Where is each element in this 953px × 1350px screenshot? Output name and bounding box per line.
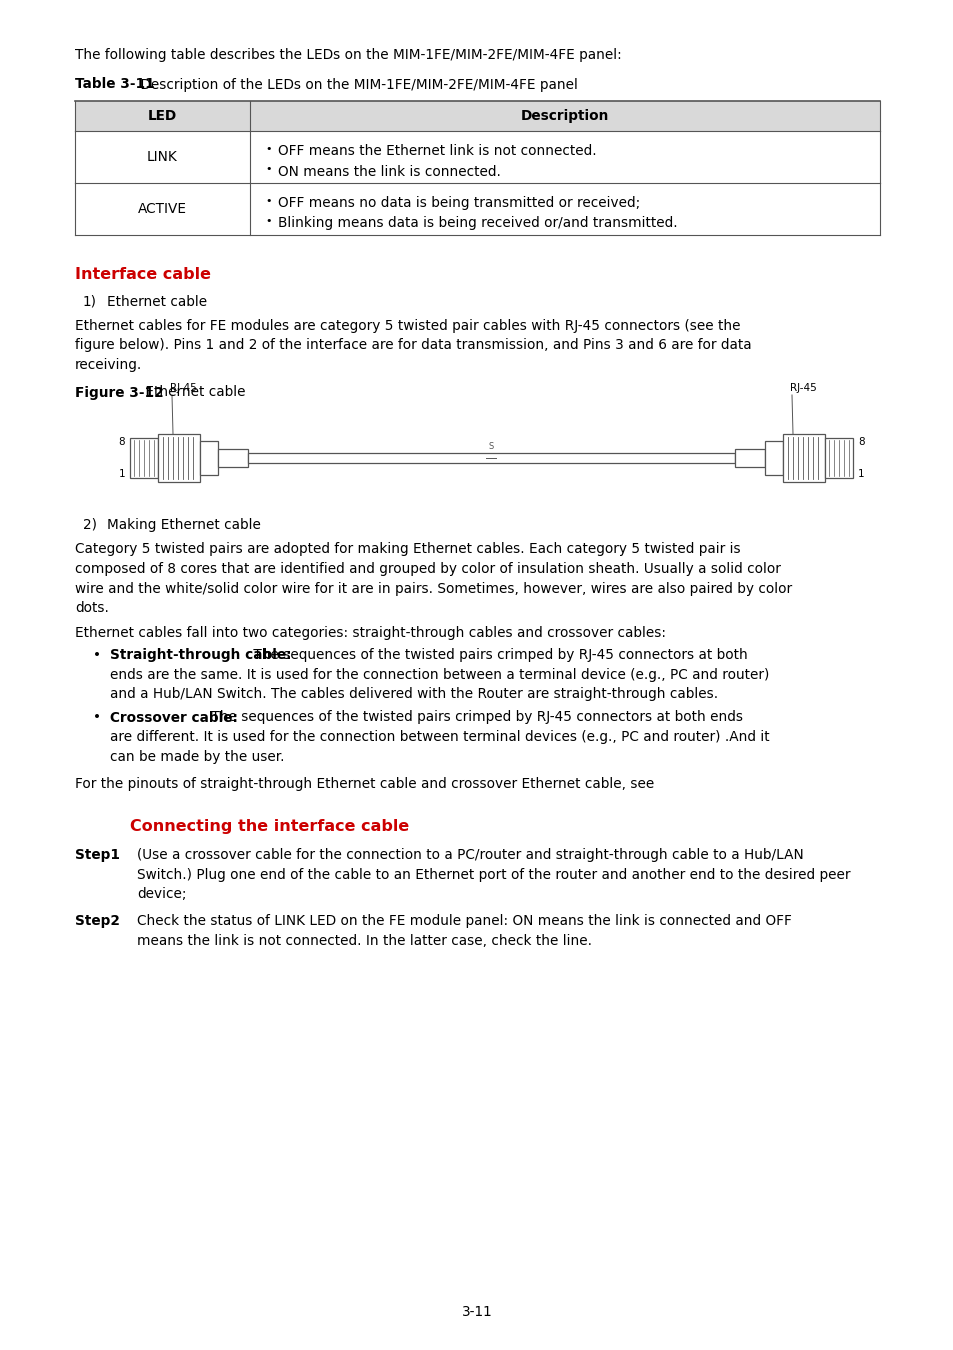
Text: Blinking means data is being received or/and transmitted.: Blinking means data is being received or…: [277, 216, 677, 231]
Text: Category 5 twisted pairs are adopted for making Ethernet cables. Each category 5: Category 5 twisted pairs are adopted for…: [75, 543, 740, 556]
Bar: [248, 454, 734, 463]
Text: are different. It is used for the connection between terminal devices (e.g., PC : are different. It is used for the connec…: [110, 730, 769, 744]
Text: ends are the same. It is used for the connection between a terminal device (e.g.: ends are the same. It is used for the co…: [110, 667, 768, 682]
Text: OFF means no data is being transmitted or received;: OFF means no data is being transmitted o…: [277, 196, 639, 211]
Text: 8: 8: [118, 437, 125, 447]
Bar: [782, 433, 824, 482]
Text: The sequences of the twisted pairs crimped by RJ-45 connectors at both ends: The sequences of the twisted pairs crimp…: [207, 710, 742, 725]
Text: The following table describes the LEDs on the MIM-1FE/MIM-2FE/MIM-4FE panel:: The following table describes the LEDs o…: [75, 49, 621, 62]
Text: OFF means the Ethernet link is not connected.: OFF means the Ethernet link is not conne…: [277, 144, 596, 158]
Text: Ethernet cables for FE modules are category 5 twisted pair cables with RJ-45 con: Ethernet cables for FE modules are categ…: [75, 319, 740, 333]
Bar: [75, 101, 879, 131]
Text: Check the status of LINK LED on the FE module panel: ON means the link is connec: Check the status of LINK LED on the FE m…: [137, 914, 791, 929]
Text: Interface cable: Interface cable: [75, 267, 211, 282]
Text: RJ-45: RJ-45: [170, 383, 196, 393]
Text: 1: 1: [857, 468, 863, 479]
Text: can be made by the user.: can be made by the user.: [110, 749, 284, 764]
Text: S: S: [488, 441, 494, 451]
Text: Making Ethernet cable: Making Ethernet cable: [107, 518, 260, 532]
Bar: [218, 450, 248, 467]
Bar: [130, 437, 158, 478]
Text: For the pinouts of straight-through Ethernet cable and crossover Ethernet cable,: For the pinouts of straight-through Ethe…: [75, 778, 654, 791]
Text: figure below). Pins 1 and 2 of the interface are for data transmission, and Pins: figure below). Pins 1 and 2 of the inter…: [75, 339, 751, 352]
Text: Ethernet cables fall into two categories: straight-through cables and crossover : Ethernet cables fall into two categories…: [75, 626, 665, 640]
Text: •: •: [265, 165, 272, 174]
Text: and a Hub/LAN Switch. The cables delivered with the Router are straight-through : and a Hub/LAN Switch. The cables deliver…: [110, 687, 718, 701]
Text: Connecting the interface cable: Connecting the interface cable: [130, 818, 409, 833]
Text: Crossover cable:: Crossover cable:: [110, 710, 237, 725]
Text: wire and the white/solid color wire for it are in pairs. Sometimes, however, wir: wire and the white/solid color wire for …: [75, 582, 791, 595]
Text: dots.: dots.: [75, 601, 109, 616]
Text: •: •: [265, 216, 272, 227]
Text: LINK: LINK: [147, 150, 177, 163]
Text: LED: LED: [148, 109, 177, 123]
Text: device;: device;: [137, 887, 186, 900]
Text: 1: 1: [118, 468, 125, 479]
Text: Description of the LEDs on the MIM-1FE/MIM-2FE/MIM-4FE panel: Description of the LEDs on the MIM-1FE/M…: [136, 77, 578, 92]
Text: RJ-45: RJ-45: [789, 383, 816, 393]
Text: ACTIVE: ACTIVE: [138, 202, 187, 216]
Text: 1): 1): [83, 294, 97, 309]
Text: Ethernet cable: Ethernet cable: [141, 386, 245, 400]
Text: 2): 2): [83, 518, 97, 532]
Bar: [200, 441, 218, 475]
Text: 8: 8: [857, 437, 863, 447]
Bar: [764, 441, 782, 475]
Text: 3-11: 3-11: [461, 1305, 492, 1319]
Bar: [158, 433, 200, 482]
Bar: [734, 450, 764, 467]
Text: Step1: Step1: [75, 848, 120, 863]
Bar: [824, 437, 852, 478]
Text: (Use a crossover cable for the connection to a PC/router and straight-through ca: (Use a crossover cable for the connectio…: [137, 848, 803, 863]
Text: Step2: Step2: [75, 914, 120, 929]
Text: •: •: [92, 710, 101, 725]
Text: Straight-through cable:: Straight-through cable:: [110, 648, 292, 662]
Text: composed of 8 cores that are identified and grouped by color of insulation sheat: composed of 8 cores that are identified …: [75, 562, 781, 576]
Text: •: •: [265, 196, 272, 207]
Text: The sequences of the twisted pairs crimped by RJ-45 connectors at both: The sequences of the twisted pairs crimp…: [249, 648, 747, 662]
Text: Switch.) Plug one end of the cable to an Ethernet port of the router and another: Switch.) Plug one end of the cable to an…: [137, 868, 850, 882]
Text: means the link is not connected. In the latter case, check the line.: means the link is not connected. In the …: [137, 934, 592, 948]
Text: ON means the link is connected.: ON means the link is connected.: [277, 165, 500, 178]
Text: Table 3-11: Table 3-11: [75, 77, 154, 92]
Text: •: •: [92, 648, 101, 662]
Text: •: •: [265, 144, 272, 154]
Text: receiving.: receiving.: [75, 358, 142, 373]
Text: Description: Description: [520, 109, 609, 123]
Text: Figure 3-12: Figure 3-12: [75, 386, 164, 400]
Text: Ethernet cable: Ethernet cable: [107, 294, 207, 309]
